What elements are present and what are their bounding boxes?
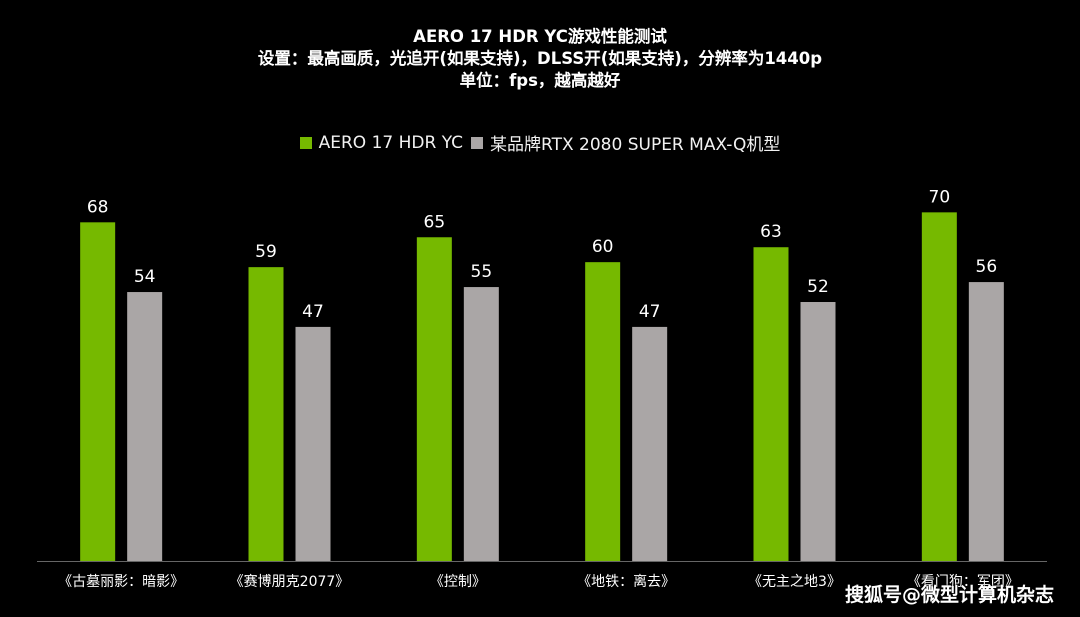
watermark: 搜狐号@微型计算机杂志 [844,584,1054,606]
chart-legend: AERO 17 HDR YC 某品牌RTX 2080 SUPER MAX-Q机型 [0,130,1080,155]
data-label-competitor-3: 47 [639,302,661,322]
chart-unit-line: 单位：fps，越高越好 [459,71,621,90]
data-label-competitor-1: 47 [302,302,324,322]
category-label-1: 《赛博朋克2077》 [230,573,350,590]
category-label-0: 《古墓丽影：暗影》 [58,574,184,590]
chart-title: AERO 17 HDR YC游戏性能测试 [413,27,667,46]
category-label-4: 《无主之地3》 [748,574,841,590]
bar-competitor-0 [127,292,163,561]
data-label-aero-2: 65 [424,212,446,232]
data-label-aero-3: 60 [592,237,614,257]
legend-item-competitor: 某品牌RTX 2080 SUPER MAX-Q机型 [471,130,780,155]
bar-aero-2 [416,237,452,562]
legend-item-aero: AERO 17 HDR YC [299,132,464,153]
data-label-competitor-0: 54 [134,267,156,287]
legend-label-competitor: 某品牌RTX 2080 SUPER MAX-Q机型 [490,135,781,155]
data-label-aero-4: 63 [760,222,782,242]
legend-swatch-aero [299,136,312,149]
category-label-3: 《地铁：离去》 [577,573,675,590]
bar-competitor-2 [463,287,499,561]
data-label-competitor-2: 55 [471,262,493,282]
bar-aero-3 [585,262,621,561]
chart-subtitle: 设置：最高画质，光追开(如果支持)，DLSS开(如果支持)，分辨率为1440p [257,49,823,68]
data-label-aero-5: 70 [929,187,951,207]
category-label-5: 《看门狗：军团》 [907,574,1019,590]
bar-competitor-4 [800,302,836,561]
bar-competitor-1 [295,326,331,561]
category-label-2: 《控制》 [430,574,486,590]
bar-competitor-3 [632,326,668,561]
bar-aero-4 [753,247,789,561]
data-label-competitor-5: 56 [976,257,998,277]
bar-aero-5 [921,212,957,561]
chart-titles: AERO 17 HDR YC游戏性能测试 设置：最高画质，光追开(如果支持)，D… [0,26,1080,92]
legend-label-aero: AERO 17 HDR YC [318,132,464,153]
data-label-aero-1: 59 [255,242,277,262]
bar-aero-1 [248,267,284,561]
legend-swatch-competitor [471,136,484,149]
bar-aero-0 [80,222,116,561]
bar-competitor-5 [968,282,1004,561]
data-label-competitor-4: 52 [807,277,829,297]
data-label-aero-0: 68 [87,197,109,217]
